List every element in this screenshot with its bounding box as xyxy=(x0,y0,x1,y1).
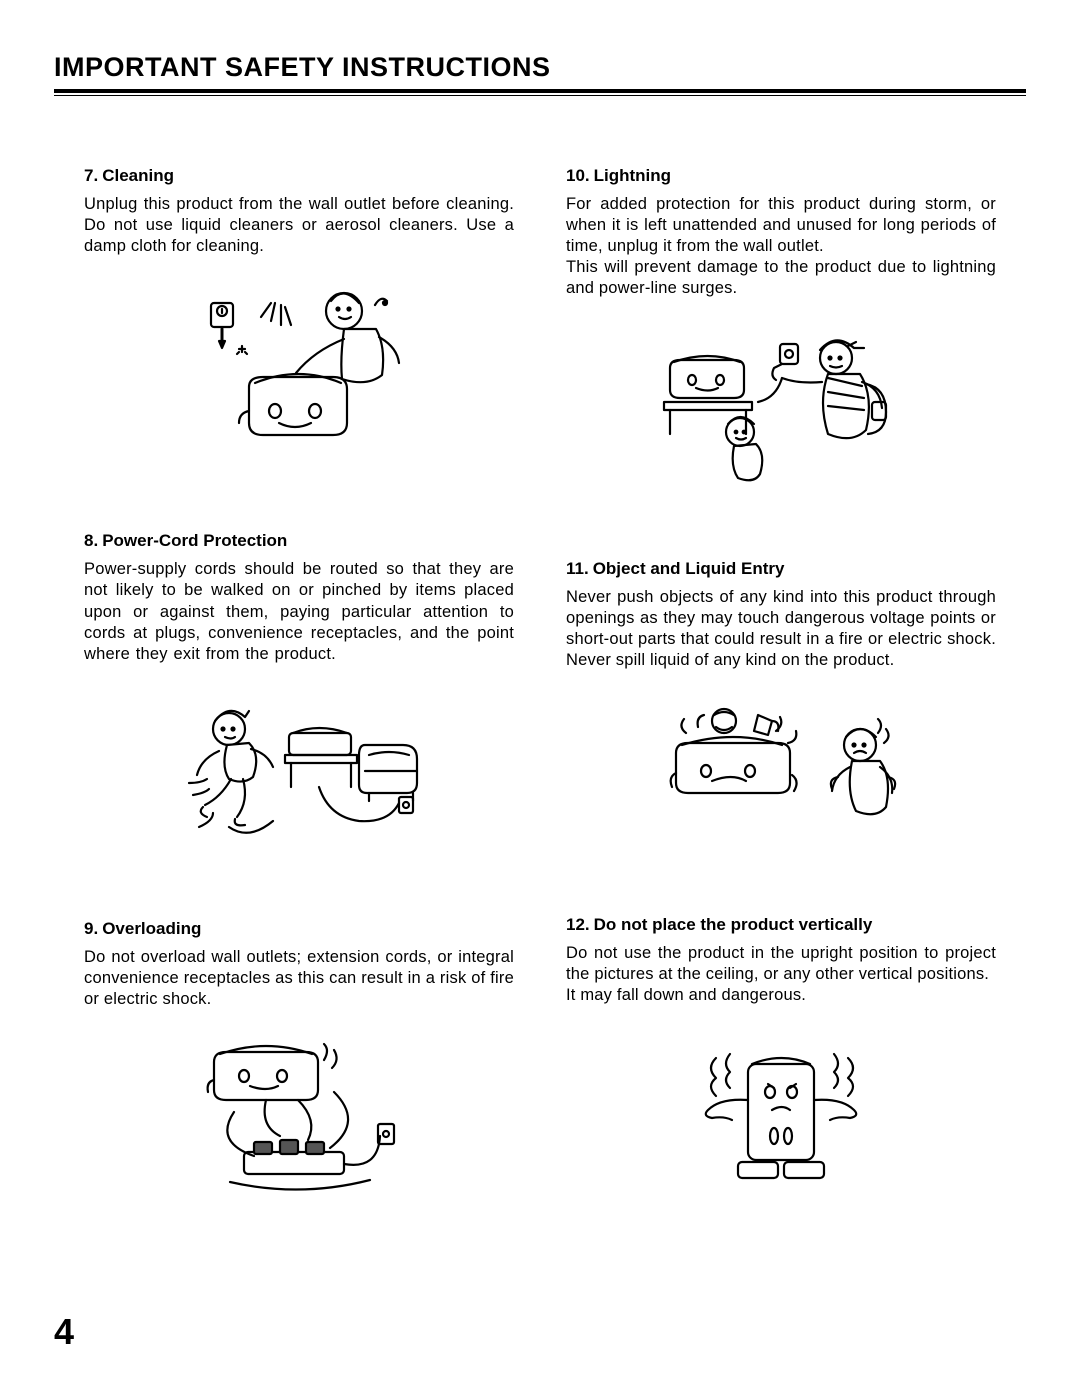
content-columns: 7. Cleaning Unplug this product from the… xyxy=(54,166,1026,1212)
item-number: 11. xyxy=(566,559,589,579)
item-number: 10. xyxy=(566,166,590,186)
item-body: Unplug this product from the wall outlet… xyxy=(84,194,514,257)
page-title: IMPORTANT SAFETY INSTRUCTIONS xyxy=(54,52,1026,83)
item-body-text: Never push objects of any kind into this… xyxy=(566,587,996,671)
item-title: Power-Cord Protection xyxy=(102,531,287,551)
page-number: 4 xyxy=(54,1311,74,1353)
item-body-text: Do not overload wall outlets; extension … xyxy=(84,947,514,1010)
lightning-illustration xyxy=(566,322,996,497)
item-title: Do not place the product vertically xyxy=(594,915,873,935)
item-11-object-liquid: 11. Object and Liquid Entry Never push o… xyxy=(566,559,996,853)
item-body-text: Power-supply cords should be routed so t… xyxy=(84,559,514,665)
item-number: 8. xyxy=(84,531,98,551)
cleaning-illustration xyxy=(84,279,514,469)
page: IMPORTANT SAFETY INSTRUCTIONS 7. Cleanin… xyxy=(0,0,1080,1397)
item-heading: 11. Object and Liquid Entry xyxy=(566,559,996,579)
item-body-text: Do not use the product in the upright po… xyxy=(566,943,996,1006)
item-number: 9. xyxy=(84,919,98,939)
item-7-cleaning: 7. Cleaning Unplug this product from the… xyxy=(84,166,514,469)
item-title: Lightning xyxy=(594,166,671,186)
item-body: Do not overload wall outlets; extension … xyxy=(84,947,514,1010)
item-body-text: For added protection for this product du… xyxy=(566,194,996,300)
item-number: 12. xyxy=(566,915,590,935)
object-liquid-illustration xyxy=(566,693,996,853)
item-12-vertical: 12. Do not place the product vertically … xyxy=(566,915,996,1203)
item-body: Power-supply cords should be routed so t… xyxy=(84,559,514,665)
item-number: 7. xyxy=(84,166,98,186)
item-9-overloading: 9. Overloading Do not overload wall outl… xyxy=(84,919,514,1212)
vertical-illustration xyxy=(566,1028,996,1203)
overloading-illustration xyxy=(84,1032,514,1212)
item-body: Do not use the product in the upright po… xyxy=(566,943,996,1006)
power-cord-illustration xyxy=(84,687,514,857)
item-body: For added protection for this product du… xyxy=(566,194,996,300)
title-rule-thin xyxy=(54,95,1026,96)
item-heading: 10. Lightning xyxy=(566,166,996,186)
item-title: Cleaning xyxy=(102,166,174,186)
item-heading: 7. Cleaning xyxy=(84,166,514,186)
right-column: 10. Lightning For added protection for t… xyxy=(566,166,996,1212)
item-body-text: Unplug this product from the wall outlet… xyxy=(84,194,514,257)
item-title: Object and Liquid Entry xyxy=(593,559,785,579)
item-heading: 9. Overloading xyxy=(84,919,514,939)
item-8-power-cord: 8. Power-Cord Protection Power-supply co… xyxy=(84,531,514,857)
item-heading: 8. Power-Cord Protection xyxy=(84,531,514,551)
left-column: 7. Cleaning Unplug this product from the… xyxy=(84,166,514,1212)
item-10-lightning: 10. Lightning For added protection for t… xyxy=(566,166,996,497)
item-body: Never push objects of any kind into this… xyxy=(566,587,996,671)
title-rule-thick xyxy=(54,89,1026,93)
item-title: Overloading xyxy=(102,919,201,939)
item-heading: 12. Do not place the product vertically xyxy=(566,915,996,935)
